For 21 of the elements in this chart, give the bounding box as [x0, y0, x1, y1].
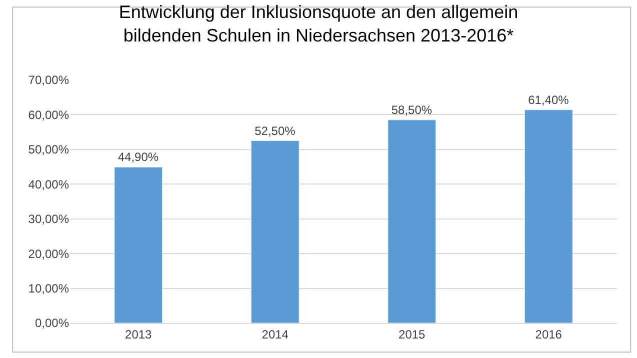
data-label: 52,50% — [254, 124, 296, 138]
data-label: 58,50% — [391, 102, 432, 117]
x-tick-label: 2016 — [535, 327, 562, 342]
data-label: 44,90% — [118, 150, 159, 164]
chart-title: Entwicklung der Inklusionsquote an den allgemein bildenden Schulen in Niedersachsen 2013-2016* — [118, 2, 518, 46]
data-label: 61,40% — [528, 92, 570, 107]
y-tick-label: 30,00% — [28, 212, 70, 226]
x-tick-label: 2014 — [262, 327, 289, 342]
bar — [114, 166, 163, 323]
y-tick-label: 70,00% — [28, 73, 70, 88]
bar — [388, 120, 436, 323]
y-tick-label: 40,00% — [28, 177, 70, 192]
y-tick-label: 20,00% — [28, 246, 70, 261]
x-tick-label: 2013 — [125, 327, 152, 342]
bar — [250, 140, 300, 323]
y-tick-label: 50,00% — [28, 142, 70, 157]
bar — [524, 110, 573, 323]
x-tick-label: 2015 — [398, 327, 426, 342]
y-tick-label: 0,00% — [34, 316, 70, 330]
y-tick-label: 60,00% — [28, 108, 70, 122]
y-tick-label: 10,00% — [28, 281, 70, 296]
